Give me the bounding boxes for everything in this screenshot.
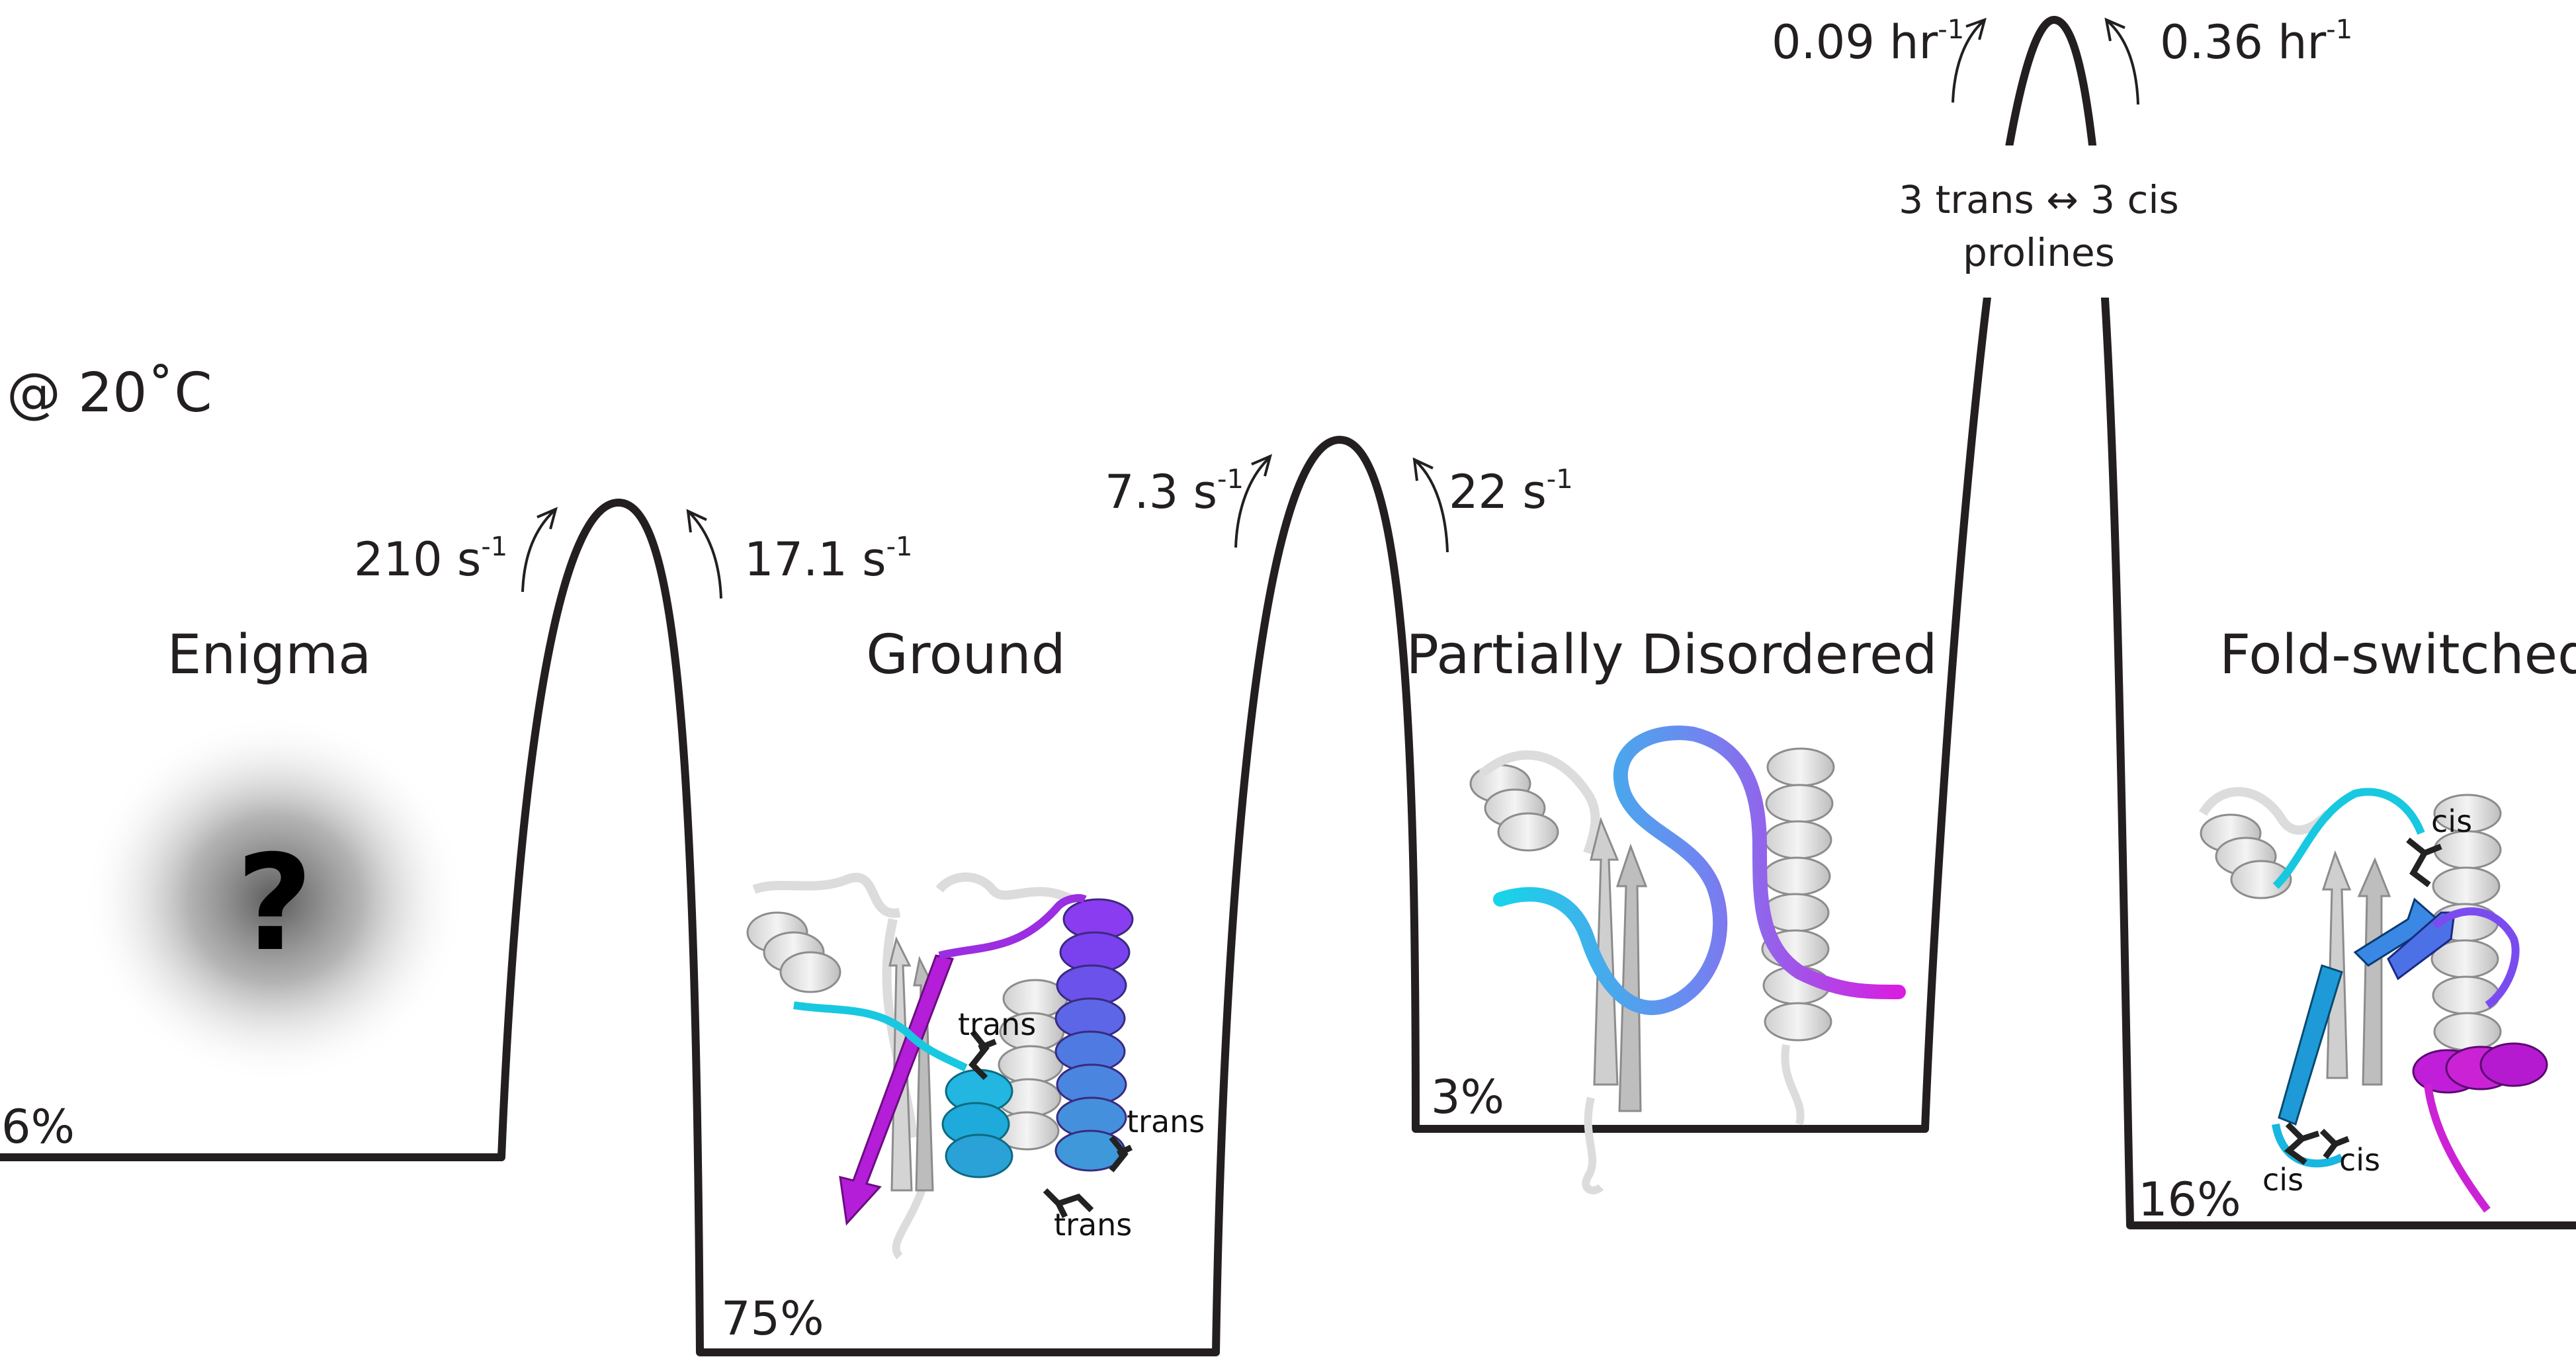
energy-profile-line: [0, 16, 2576, 1356]
ground-protein-structure: trans trans trans: [746, 872, 1205, 1260]
rate-reverse-2: 22 s-1: [1449, 464, 1573, 519]
foldswitched-residue-label-1: cis: [2431, 803, 2472, 839]
arrow-forward-3-icon: [1952, 20, 1985, 103]
ground-residue-label-2: trans: [1127, 1104, 1205, 1139]
rate-forward-3: 0.09 hr-1: [1772, 15, 1964, 69]
foldswitched-residue-label-3: cis: [2262, 1162, 2303, 1198]
arrow-forward-2-icon: [1234, 457, 1270, 548]
arrow-reverse-2-icon: [1414, 460, 1449, 553]
arrow-forward-1-icon: [521, 509, 556, 593]
state-name-partially-disordered: Partially Disordered: [1406, 624, 1937, 686]
fold-switched-protein-structure: cis cis cis: [2199, 787, 2548, 1213]
rate-forward-1: 210 s-1: [354, 532, 507, 587]
barrier-note-line1: 3 trans ↔ 3 cis: [1899, 177, 2178, 222]
state-name-enigma: Enigma: [167, 624, 372, 686]
state-name-ground: Ground: [866, 624, 1066, 686]
population-enigma: 6%: [1, 1100, 75, 1154]
population-partially-disordered: 3%: [1431, 1070, 1504, 1124]
enigma-question-mark: ?: [236, 827, 313, 981]
ground-residue-label-3: trans: [1054, 1207, 1132, 1243]
foldswitched-residue-label-2: cis: [2339, 1142, 2380, 1178]
rate-forward-2: 7.3 s-1: [1105, 464, 1244, 519]
barrier-note-gap: [1938, 145, 2163, 298]
population-fold-switched: 16%: [2138, 1172, 2241, 1227]
enigma-fog: [83, 714, 466, 1085]
barrier-note-line2: prolines: [1963, 230, 2115, 275]
arrow-reverse-1-icon: [688, 511, 722, 599]
ground-residue-label-1: trans: [958, 1007, 1036, 1042]
arrow-reverse-3-icon: [2106, 20, 2139, 105]
temperature-label: @ 20˚C: [7, 362, 212, 425]
rate-reverse-3: 0.36 hr-1: [2160, 15, 2352, 69]
population-ground: 75%: [721, 1292, 824, 1346]
rate-reverse-1: 17.1 s-1: [744, 532, 912, 587]
state-name-fold-switched: Fold-switched: [2219, 624, 2576, 686]
partially-disordered-protein-structure: [1469, 725, 1906, 1194]
